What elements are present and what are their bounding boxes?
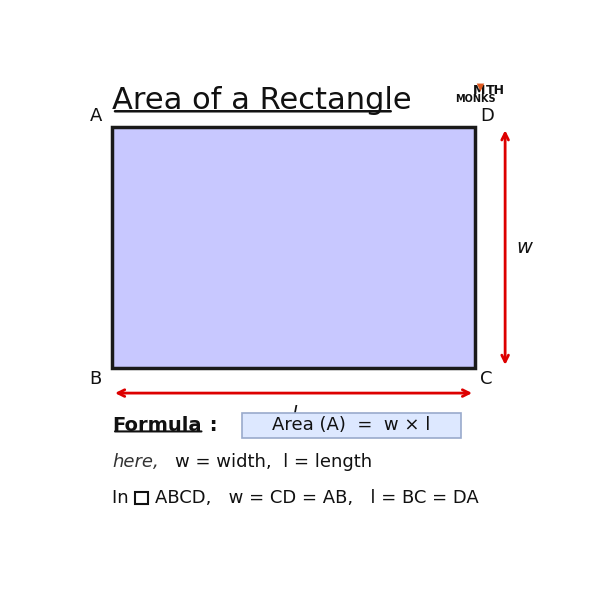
Text: l: l bbox=[291, 404, 296, 424]
Text: B: B bbox=[90, 370, 102, 388]
Text: A: A bbox=[89, 107, 102, 125]
Text: TH: TH bbox=[486, 83, 505, 97]
Text: w: w bbox=[517, 238, 533, 257]
Text: w = width,  l = length: w = width, l = length bbox=[175, 454, 372, 472]
Text: MONKS: MONKS bbox=[455, 94, 496, 104]
Text: In: In bbox=[112, 489, 134, 507]
Text: :: : bbox=[203, 416, 217, 435]
Text: Area (A)  =  w × l: Area (A) = w × l bbox=[272, 416, 431, 434]
Polygon shape bbox=[477, 83, 484, 91]
Text: C: C bbox=[481, 370, 493, 388]
Bar bbox=[242, 413, 461, 438]
Text: Formula: Formula bbox=[112, 416, 202, 435]
Bar bbox=[134, 493, 148, 503]
Text: M: M bbox=[473, 83, 485, 97]
Text: here,: here, bbox=[112, 454, 159, 472]
Bar bbox=[112, 127, 475, 368]
Text: Area of a Rectangle: Area of a Rectangle bbox=[112, 86, 412, 115]
Text: D: D bbox=[481, 107, 494, 125]
Text: ABCD,   w = CD = AB,   l = BC = DA: ABCD, w = CD = AB, l = BC = DA bbox=[155, 489, 479, 507]
